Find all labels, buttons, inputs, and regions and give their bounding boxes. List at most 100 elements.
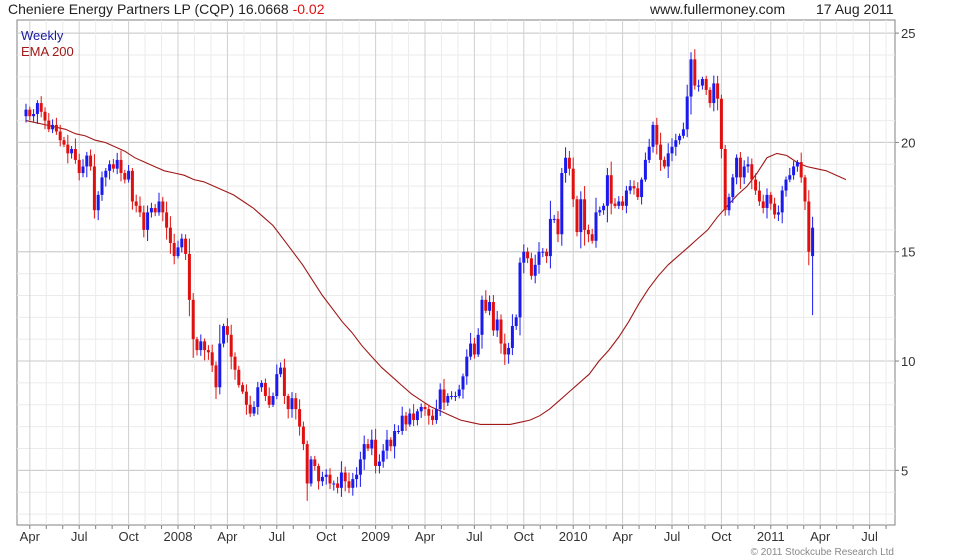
candle-body	[632, 186, 636, 189]
candle	[647, 138, 651, 164]
candle	[541, 248, 545, 258]
candle-body	[66, 144, 70, 154]
candle-body	[214, 365, 218, 388]
y-tick-label: 20	[901, 135, 915, 150]
candle	[427, 404, 431, 425]
candle	[704, 75, 708, 95]
candle	[742, 160, 746, 185]
plot-area	[16, 19, 896, 526]
candle-body	[161, 201, 165, 213]
source-site-link[interactable]: www.fullermoney.com	[650, 1, 786, 17]
candle	[146, 205, 150, 242]
candle	[590, 228, 594, 244]
candle	[35, 100, 39, 124]
candle	[237, 365, 241, 388]
candle	[719, 94, 723, 159]
candle-body	[678, 135, 682, 141]
candle	[727, 193, 731, 216]
candle	[799, 152, 803, 183]
candle-body	[583, 199, 587, 230]
candle-body	[35, 103, 39, 115]
candle	[32, 109, 36, 122]
candle-body	[290, 398, 294, 410]
candle	[716, 75, 720, 111]
x-tick-label: 2008	[164, 529, 193, 544]
candle-body	[229, 334, 233, 357]
x-tick-label: 2010	[559, 529, 588, 544]
candle-body	[803, 177, 807, 202]
last-price: 16.0668	[238, 1, 289, 17]
candle	[355, 467, 359, 488]
candle	[708, 87, 712, 108]
candle	[290, 392, 294, 418]
candle	[51, 119, 55, 134]
candle-body	[70, 148, 74, 154]
candle-body	[442, 389, 446, 403]
candle	[636, 182, 640, 201]
candle-body	[146, 212, 150, 230]
candle-body	[39, 103, 43, 112]
candle	[476, 328, 480, 358]
candle	[431, 409, 435, 425]
candle-body	[465, 356, 469, 377]
candle-body	[309, 459, 313, 484]
candle-body	[754, 179, 758, 191]
x-tick-label: Jul	[466, 529, 483, 544]
candle	[773, 197, 777, 219]
candle-body	[571, 168, 575, 200]
candle-body	[157, 201, 161, 213]
candle-body	[792, 166, 796, 176]
candle	[689, 52, 693, 115]
candle	[450, 391, 454, 400]
candle	[526, 247, 530, 264]
candle	[533, 254, 537, 284]
candle-body	[298, 409, 302, 427]
candle	[336, 476, 340, 494]
candle	[491, 294, 495, 336]
candle	[780, 185, 784, 224]
candle	[434, 399, 438, 424]
candle-body	[727, 197, 731, 211]
candle-body	[431, 415, 435, 421]
candle-body	[533, 264, 537, 276]
copyright-text: © 2011 Stockcube Research Ltd	[751, 547, 894, 558]
candle	[92, 154, 96, 219]
candle-body	[115, 159, 119, 169]
candle-body	[62, 140, 66, 145]
candle	[548, 200, 552, 269]
candle-body	[191, 299, 195, 340]
candle-body	[355, 474, 359, 480]
candle-body	[138, 205, 142, 213]
candle	[457, 384, 461, 399]
security-name: Cheniere Energy Partners LP (CQP)	[8, 1, 235, 17]
candle	[556, 211, 560, 243]
candle-body	[655, 124, 659, 145]
candle-body	[507, 347, 511, 355]
legend-period: Weekly	[21, 28, 64, 43]
candle	[681, 122, 685, 139]
x-tick-label: Apr	[415, 529, 436, 544]
candle	[256, 381, 260, 415]
candle	[39, 96, 43, 118]
candle	[385, 429, 389, 460]
candle-body	[210, 352, 214, 366]
candle	[134, 194, 138, 213]
candle-body	[419, 406, 423, 412]
candle-body	[674, 140, 678, 147]
candle-body	[529, 258, 533, 276]
candle-body	[123, 173, 127, 180]
candle	[670, 138, 674, 162]
x-tick-label: Jul	[268, 529, 285, 544]
candle-body	[469, 343, 473, 357]
candle-body	[203, 341, 207, 351]
candle	[229, 324, 233, 370]
candle	[674, 133, 678, 156]
candle-body	[47, 120, 51, 130]
candle-body	[700, 79, 704, 86]
candle	[252, 401, 256, 417]
candle	[347, 472, 351, 494]
candle-body	[461, 376, 465, 390]
candle	[241, 382, 245, 394]
candle	[157, 192, 161, 216]
candle-body	[773, 203, 777, 215]
